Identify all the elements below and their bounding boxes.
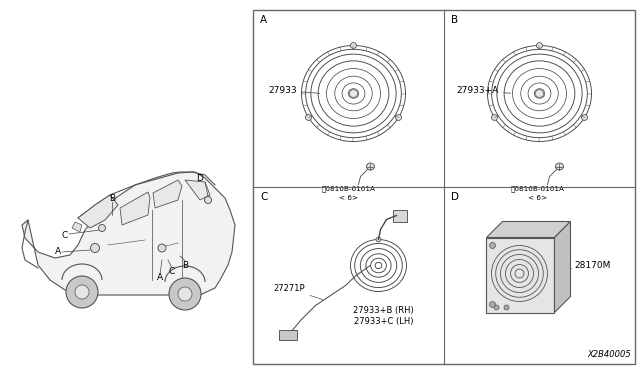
Text: 27933+A: 27933+A: [456, 86, 511, 95]
Polygon shape: [486, 221, 570, 237]
Text: D: D: [451, 192, 459, 202]
Text: A: A: [260, 15, 267, 25]
Text: < 6>: < 6>: [528, 195, 547, 201]
Ellipse shape: [350, 43, 356, 48]
Circle shape: [205, 196, 211, 203]
Ellipse shape: [536, 43, 543, 48]
Ellipse shape: [556, 163, 563, 170]
Ellipse shape: [396, 115, 402, 121]
Circle shape: [504, 305, 509, 310]
Text: 27933: 27933: [268, 86, 320, 95]
Polygon shape: [554, 221, 570, 312]
Bar: [394, 209, 408, 221]
Text: 27271P: 27271P: [273, 284, 323, 299]
Ellipse shape: [492, 115, 497, 121]
Text: A: A: [55, 247, 61, 257]
Circle shape: [178, 287, 192, 301]
Text: B: B: [451, 15, 458, 25]
Text: B: B: [182, 260, 188, 269]
Text: Ⓢ0816B-6161A: Ⓢ0816B-6161A: [511, 186, 564, 192]
Text: C: C: [260, 192, 268, 202]
Text: X2B40005: X2B40005: [588, 350, 631, 359]
Circle shape: [494, 305, 499, 310]
Text: A: A: [157, 273, 163, 282]
Circle shape: [75, 285, 89, 299]
Text: D: D: [196, 173, 204, 183]
Text: B: B: [109, 193, 115, 202]
Polygon shape: [185, 180, 210, 200]
Ellipse shape: [349, 90, 358, 97]
Circle shape: [158, 244, 166, 252]
Circle shape: [169, 278, 201, 310]
Circle shape: [90, 244, 99, 253]
Ellipse shape: [305, 115, 312, 121]
Polygon shape: [120, 192, 150, 225]
Bar: [253, 10, 635, 364]
Circle shape: [66, 276, 98, 308]
Text: C: C: [169, 267, 175, 276]
Polygon shape: [78, 195, 118, 228]
Text: 28170M: 28170M: [570, 261, 611, 270]
Polygon shape: [153, 180, 182, 208]
Text: C: C: [62, 231, 68, 240]
Bar: [280, 330, 298, 340]
Ellipse shape: [535, 90, 543, 97]
Text: Ⓢ0816B-6161A: Ⓢ0816B-6161A: [321, 186, 376, 192]
Ellipse shape: [581, 115, 588, 121]
Circle shape: [490, 301, 495, 308]
Bar: [486, 237, 554, 312]
Circle shape: [99, 224, 106, 231]
Polygon shape: [22, 172, 235, 295]
Polygon shape: [72, 222, 82, 232]
Circle shape: [490, 243, 495, 248]
Text: 27933+B (RH)
27933+C (LH): 27933+B (RH) 27933+C (LH): [353, 307, 414, 326]
Text: < 6>: < 6>: [339, 195, 358, 201]
Ellipse shape: [367, 163, 374, 170]
Ellipse shape: [376, 237, 381, 242]
